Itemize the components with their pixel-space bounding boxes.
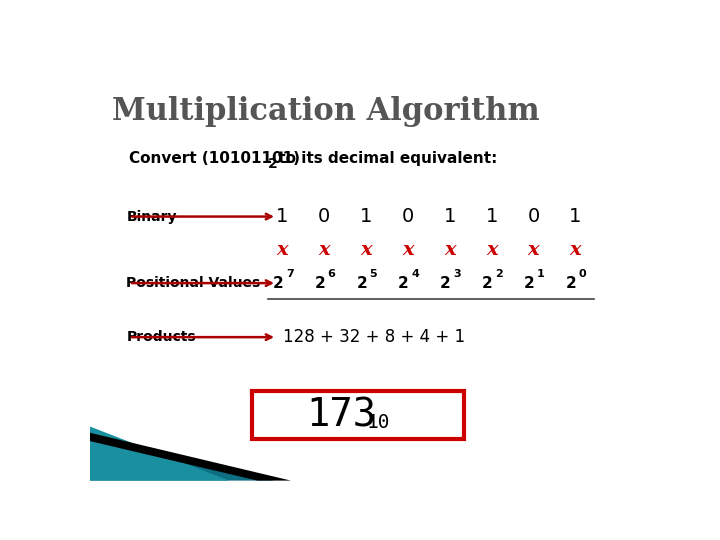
Text: 0: 0: [402, 207, 414, 226]
Text: 2: 2: [267, 157, 277, 171]
Text: 7: 7: [286, 269, 294, 279]
Text: Convert (10101101): Convert (10101101): [129, 151, 300, 166]
Text: 1: 1: [570, 207, 582, 226]
Text: 2: 2: [523, 275, 534, 291]
Text: 2: 2: [482, 275, 492, 291]
Text: Products: Products: [126, 330, 196, 344]
Polygon shape: [90, 439, 274, 481]
Bar: [252, 391, 464, 439]
Text: 128 + 32 + 8 + 4 + 1: 128 + 32 + 8 + 4 + 1: [282, 328, 464, 346]
Text: 2: 2: [440, 275, 451, 291]
Text: 1: 1: [444, 207, 456, 226]
Text: x: x: [276, 241, 288, 259]
Text: 1: 1: [276, 207, 289, 226]
Text: Binary: Binary: [126, 210, 177, 224]
Text: x: x: [402, 241, 414, 259]
Text: 2: 2: [315, 275, 325, 291]
Text: x: x: [486, 241, 498, 259]
Text: x: x: [361, 241, 372, 259]
Text: 2: 2: [398, 275, 409, 291]
Text: 3: 3: [454, 269, 461, 279]
Text: to its decimal equivalent:: to its decimal equivalent:: [273, 151, 498, 166]
Text: 1: 1: [537, 269, 545, 279]
Text: x: x: [570, 241, 581, 259]
Text: 2: 2: [566, 275, 577, 291]
Text: 2: 2: [356, 275, 367, 291]
Text: Positional Values: Positional Values: [126, 276, 261, 290]
Text: 173: 173: [306, 396, 376, 434]
Text: 4: 4: [411, 269, 419, 279]
Text: 2: 2: [495, 269, 503, 279]
Text: 10: 10: [367, 413, 390, 432]
Text: x: x: [528, 241, 539, 259]
Text: 1: 1: [485, 207, 498, 226]
Text: 0: 0: [528, 207, 540, 226]
Text: 2: 2: [273, 275, 284, 291]
Text: x: x: [318, 241, 330, 259]
Text: 5: 5: [369, 269, 377, 279]
Polygon shape: [90, 433, 291, 481]
Text: x: x: [444, 241, 456, 259]
Text: 6: 6: [328, 269, 336, 279]
Text: 0: 0: [318, 207, 330, 226]
Text: 1: 1: [360, 207, 372, 226]
Polygon shape: [90, 427, 230, 481]
Text: Multiplication Algorithm: Multiplication Algorithm: [112, 96, 540, 127]
Text: 0: 0: [579, 269, 587, 279]
